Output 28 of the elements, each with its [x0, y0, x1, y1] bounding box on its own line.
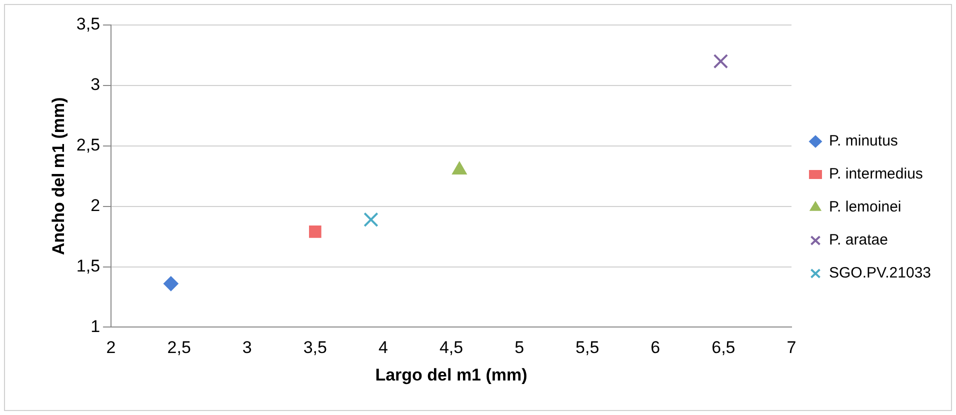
- legend-label: P. intermedius: [828, 166, 923, 183]
- x-tick-label: 6: [650, 338, 660, 358]
- legend-label: P. lemoinei: [828, 198, 902, 216]
- y-tick-label: 2: [90, 196, 100, 216]
- y-tick-label: 3,5: [76, 14, 100, 34]
- x-tick-label: 5: [514, 338, 524, 358]
- x-tick-label: 2: [106, 338, 116, 358]
- y-tick-label: 2,5: [76, 136, 100, 155]
- point: [309, 226, 322, 238]
- legend-label: P. minutus: [828, 132, 898, 150]
- x-axis-title: Largo del m1 (mm): [375, 365, 528, 384]
- x-tick-label: 4,5: [439, 338, 464, 358]
- point: [364, 212, 378, 227]
- x-tick-label: 6,5: [712, 338, 736, 358]
- x-tick-label: 3,5: [303, 338, 327, 358]
- point: [713, 54, 728, 69]
- x-tick-label: 3: [242, 338, 252, 358]
- legend-label: P. aratae: [828, 232, 888, 249]
- x-tick-label: 4: [378, 338, 388, 358]
- x-tick-label: 5,5: [576, 338, 600, 358]
- y-tick-label: 3: [90, 75, 100, 94]
- y-axis-title: Ancho del m1 (mm): [48, 97, 68, 255]
- y-tick-label: 1: [90, 316, 100, 336]
- point: [163, 276, 178, 292]
- legend-label: SGO.PV.21033: [828, 264, 932, 282]
- x-tick-label: 7: [786, 338, 796, 358]
- x-tick-label: 2,5: [167, 338, 191, 358]
- y-tick-label: 1,5: [76, 256, 100, 276]
